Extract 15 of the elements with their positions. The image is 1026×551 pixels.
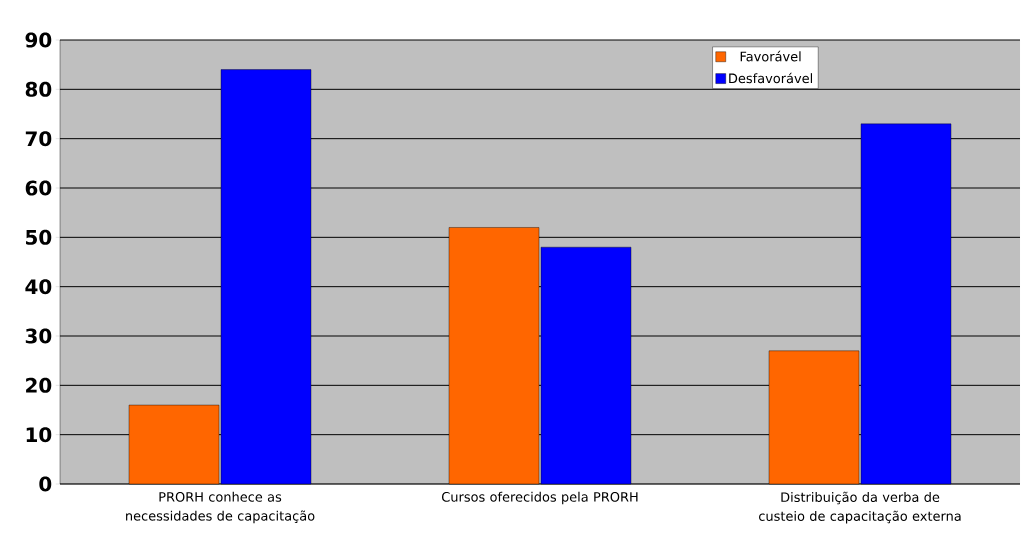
y-tick-label: 10: [26, 427, 52, 443]
y-tick-label: 0: [39, 476, 52, 492]
x-tick-label: Distribuição da verba de custeio de capacitação externa: [759, 491, 961, 524]
y-tick-label: 30: [25, 328, 52, 344]
x-tick-label: PRORH conhece as necessidades de capacitação: [126, 491, 315, 524]
x-tick-label: Cursos oferecidos pela PRORH: [442, 491, 638, 505]
y-tick-label: 20: [26, 377, 52, 393]
y-tick-label: 80: [25, 81, 52, 97]
legend-label: Favorável: [740, 50, 801, 62]
y-tick-label: 50: [26, 229, 52, 245]
y-tick-label: 60: [25, 180, 52, 196]
legend-label: Desfavorável: [729, 72, 813, 84]
y-tick-label: 40: [25, 279, 52, 295]
y-tick-label: 90: [25, 32, 52, 48]
y-tick-label: 70: [25, 131, 52, 147]
